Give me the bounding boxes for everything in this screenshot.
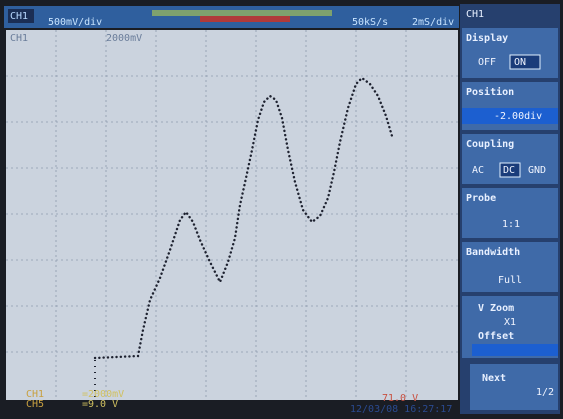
coupling-title: Coupling xyxy=(466,138,514,150)
memory-bar xyxy=(152,10,332,16)
trigger-level: 71.0 V xyxy=(382,393,418,404)
next-page: 1/2 xyxy=(536,387,554,398)
screen-level: 2000mV xyxy=(106,33,142,44)
memory-window xyxy=(200,16,290,22)
bandwidth-value: Full xyxy=(498,275,522,286)
status-ch5: CH5 xyxy=(26,399,44,410)
position-title: Position xyxy=(466,86,514,98)
top-scale: 500mV/div xyxy=(48,17,102,28)
display-on[interactable]: ON xyxy=(514,57,526,68)
next-label: Next xyxy=(482,373,506,384)
plot-area xyxy=(6,30,458,400)
probe-title: Probe xyxy=(466,193,496,204)
oscilloscope-screen: CH1 500mV/div 50kS/s 2mS/div CH1 2000mV … xyxy=(0,0,563,419)
coupling-dc[interactable]: DC xyxy=(503,165,515,176)
display-title: Display xyxy=(466,32,508,44)
display-off[interactable]: OFF xyxy=(478,57,496,68)
timebase: 2mS/div xyxy=(412,17,454,28)
position-value[interactable]: -2.00div xyxy=(494,111,542,122)
top-channel: CH1 xyxy=(10,11,28,22)
v-zoom-value: X1 xyxy=(504,317,516,328)
datetime: 12/03/08 16:27:17 xyxy=(350,404,452,415)
menu-channel: CH1 xyxy=(466,9,484,20)
coupling-gnd[interactable]: GND xyxy=(528,165,546,176)
offset-field xyxy=(472,344,558,356)
screen-channel: CH1 xyxy=(10,33,28,44)
offset-label[interactable]: Offset xyxy=(478,331,514,342)
v-zoom-label[interactable]: V Zoom xyxy=(478,303,514,314)
coupling-ac[interactable]: AC xyxy=(472,165,484,176)
sample-rate: 50kS/s xyxy=(352,17,388,28)
bandwidth-title: Bandwidth xyxy=(466,246,520,258)
probe-value: 1:1 xyxy=(502,219,520,230)
status-ch5-value: =9.0 V xyxy=(82,399,118,410)
